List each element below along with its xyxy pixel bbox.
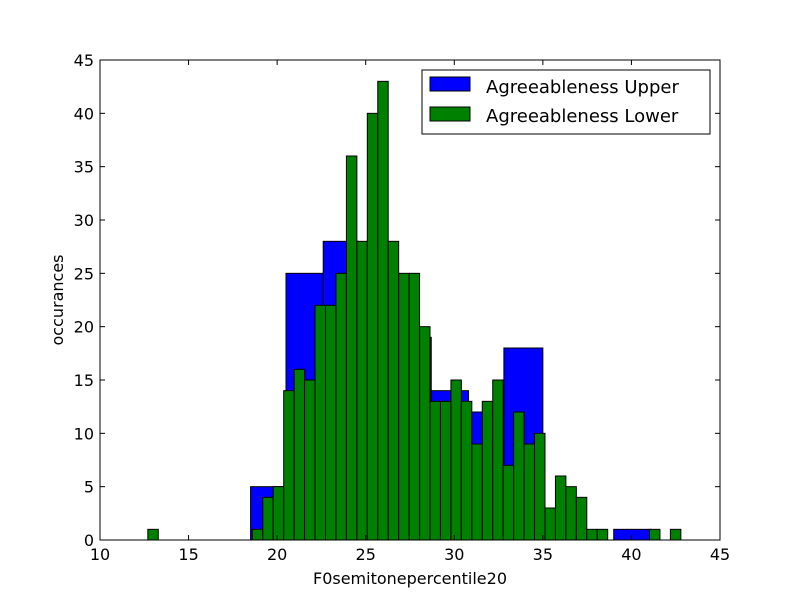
- legend-swatch-upper: [429, 76, 471, 92]
- x-tick-label-0: 10: [90, 545, 110, 564]
- bar-lower-19: [345, 155, 358, 541]
- y-tick-label-1: 5: [84, 478, 94, 497]
- x-axis-ticks: 10 15 20 25 30 35 40 45: [90, 60, 730, 564]
- bar-lower-14: [293, 368, 306, 541]
- y-tick-label-9: 45: [74, 51, 94, 70]
- bar-lower-0: [147, 528, 159, 541]
- x-tick-label-4: 30: [444, 545, 464, 564]
- y-tick-label-0: 0: [84, 531, 94, 550]
- legend-label-lower: Agreeableness Lower: [486, 106, 679, 127]
- y-tick-label-4: 20: [74, 318, 94, 337]
- bar-lower-15: [304, 379, 316, 541]
- legend-swatch-lower: [429, 106, 471, 122]
- bar-lower-32: [481, 400, 494, 541]
- bar-lower-21: [366, 112, 379, 541]
- bar-lower-24: [398, 272, 410, 541]
- bar-lower-50: [669, 528, 682, 541]
- x-tick-label-7: 45: [710, 545, 730, 564]
- bar-lower-16: [314, 304, 327, 541]
- bar-lower-20: [356, 240, 368, 541]
- x-axis-label: F0semitonepercentile20: [313, 569, 507, 588]
- bar-lower-25: [408, 272, 421, 541]
- bar-lower-23: [387, 240, 400, 541]
- y-axis-ticks: 0 5 10 15 20 25 30 35 40 45: [74, 51, 720, 550]
- bar-lower-48: [648, 528, 661, 541]
- bar-lower-39: [554, 475, 567, 541]
- y-tick-label-8: 40: [74, 104, 94, 123]
- bar-lower-17: [325, 304, 337, 541]
- y-tick-label-2: 10: [74, 424, 94, 443]
- bar-lower-12: [272, 486, 285, 541]
- bar-lower-18: [335, 272, 347, 541]
- x-tick-label-1: 15: [178, 545, 198, 564]
- bar-lower-26: [419, 326, 431, 541]
- bar-lower-42: [586, 528, 598, 541]
- bar-lower-29: [450, 379, 462, 541]
- legend-label-upper: Agreeableness Upper: [486, 77, 679, 98]
- bar-lower-35: [513, 411, 525, 541]
- y-tick-label-5: 25: [74, 264, 94, 283]
- bar-lower-37: [534, 432, 546, 541]
- y-tick-label-7: 35: [74, 158, 94, 177]
- bar-lower-27: [429, 400, 441, 541]
- x-tick-label-2: 20: [267, 545, 287, 564]
- plot-frame: [99, 59, 721, 541]
- x-tick-label-3: 25: [356, 545, 376, 564]
- bar-lower-22: [377, 80, 389, 541]
- x-tick-label-6: 40: [621, 545, 641, 564]
- bar-lower-43: [596, 528, 609, 541]
- bar-lower-38: [544, 507, 556, 541]
- bar-lower-40: [565, 486, 577, 541]
- bar-lower-41: [575, 496, 588, 541]
- bar-lower-10: [251, 528, 264, 541]
- bar-lower-30: [460, 400, 473, 541]
- y-tick-label-3: 15: [74, 371, 94, 390]
- bar-lower-11: [262, 496, 274, 541]
- legend: Agreeableness Upper Agreeableness Lower: [421, 69, 711, 135]
- bar-lower-36: [523, 443, 536, 541]
- bar-lower-28: [439, 400, 452, 541]
- y-axis-label: occurances: [48, 254, 67, 345]
- y-tick-label-6: 30: [74, 211, 94, 230]
- x-tick-label-5: 35: [533, 545, 553, 564]
- bar-lower-31: [471, 443, 483, 541]
- bar-lower-13: [283, 390, 295, 541]
- bar-upper-9: [613, 528, 652, 541]
- bar-lower-33: [492, 379, 504, 541]
- bar-lower-34: [502, 464, 515, 541]
- series-lower-bars: [147, 80, 682, 541]
